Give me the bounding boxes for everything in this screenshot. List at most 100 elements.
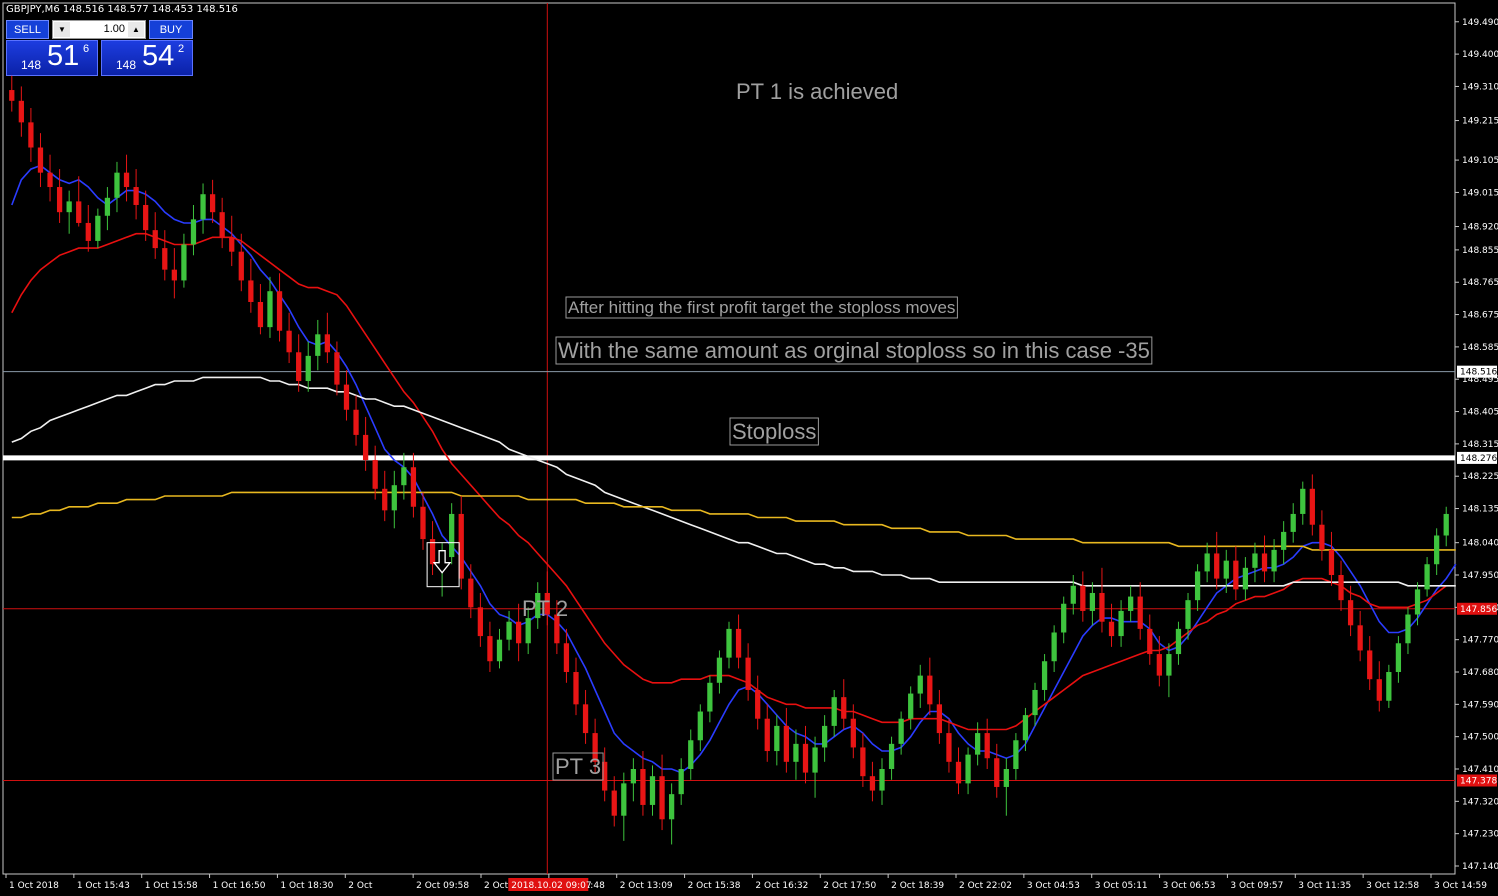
- candle-body: [774, 725, 780, 752]
- decrease-lot-icon[interactable]: ▼: [54, 22, 70, 37]
- y-tick-label: 147.140: [1462, 862, 1498, 872]
- candle-body: [1061, 603, 1067, 633]
- candle-body: [315, 334, 321, 356]
- candle-body: [1108, 621, 1115, 637]
- candle-body: [1099, 592, 1105, 622]
- sell-price-box[interactable]: 148 51 6: [6, 40, 98, 76]
- candle-body: [888, 743, 895, 770]
- candle-body: [200, 194, 206, 220]
- candle-body: [592, 733, 598, 762]
- y-tick-label: 148.855: [1462, 246, 1498, 256]
- candle-body: [1434, 535, 1440, 565]
- candle-body: [477, 607, 483, 637]
- candle-body: [582, 704, 589, 734]
- x-tick-label: 2 Oct 18:39: [891, 881, 944, 891]
- candle-body: [9, 90, 15, 101]
- sell-button[interactable]: SELL: [6, 20, 49, 39]
- x-tick-label: 2 Oct 09:58: [416, 881, 469, 891]
- candle-body: [764, 718, 770, 752]
- buy-button[interactable]: BUY: [149, 20, 193, 39]
- lot-size-value: 1.00: [103, 23, 125, 35]
- candle-body: [1166, 654, 1172, 676]
- x-tick-label: 3 Oct 06:53: [1163, 881, 1216, 891]
- candle-body: [783, 725, 790, 762]
- candle-body: [898, 718, 904, 744]
- price-tag-label-pt3: 147.378: [1460, 777, 1497, 787]
- candle-body: [37, 147, 44, 173]
- candle-body: [1347, 600, 1354, 626]
- candle-body: [28, 122, 34, 148]
- candle-body: [229, 237, 235, 252]
- y-tick-label: 148.405: [1462, 408, 1498, 418]
- y-tick-label: 149.490: [1462, 18, 1498, 28]
- candle-body: [1223, 560, 1229, 579]
- candle-body: [697, 711, 703, 741]
- candle-body: [640, 769, 646, 805]
- candle-body: [975, 733, 981, 755]
- lot-size-input[interactable]: ▼ 1.00 ▲: [52, 20, 146, 39]
- y-tick-label: 147.230: [1462, 830, 1498, 840]
- y-tick-label: 147.950: [1462, 571, 1498, 581]
- candle-body: [420, 506, 426, 540]
- x-tick-label: 3 Oct 04:53: [1027, 881, 1080, 891]
- candle-body: [841, 697, 847, 719]
- annotation-pt3: PT 3: [555, 754, 601, 779]
- candle-body: [1271, 549, 1277, 572]
- y-tick-label: 148.135: [1462, 505, 1498, 515]
- candle-body: [812, 747, 818, 773]
- candle-body: [1118, 610, 1124, 637]
- candle-body: [1424, 564, 1430, 590]
- buy-price-prefix: 148: [116, 58, 137, 72]
- candle-body: [927, 675, 933, 705]
- candle-body: [831, 697, 837, 726]
- candle-body: [429, 539, 436, 565]
- candle-body: [391, 485, 397, 511]
- candle-body: [1328, 549, 1335, 576]
- price-tag-label-stoploss: 148.276: [1460, 454, 1497, 464]
- y-tick-label: 148.495: [1462, 375, 1498, 385]
- candle-body: [688, 740, 694, 770]
- candle-body: [908, 693, 914, 719]
- candle-body: [793, 743, 799, 762]
- chart-frame: [2, 2, 1456, 875]
- candle-body: [563, 643, 570, 673]
- candle-body: [114, 172, 120, 198]
- x-tick-label: 2 Oct: [348, 881, 373, 891]
- candle-body: [1204, 553, 1210, 572]
- buy-price-box[interactable]: 148 54 2: [101, 40, 193, 76]
- candle-body: [305, 355, 311, 382]
- candle-body: [1386, 672, 1392, 701]
- candle-body: [1414, 589, 1421, 615]
- sell-arrow-icon: [432, 550, 452, 574]
- candle-body: [1290, 513, 1296, 532]
- candle-body: [143, 204, 149, 231]
- x-tick-label: 2 Oct 16:32: [755, 881, 808, 891]
- candle-body: [1443, 513, 1449, 536]
- candle-body: [554, 614, 560, 644]
- candle-body: [936, 704, 943, 734]
- candle-body: [133, 187, 139, 205]
- candle-body: [668, 794, 675, 820]
- candle-body: [76, 201, 82, 223]
- candle-body: [267, 291, 273, 328]
- candle-body: [1185, 600, 1191, 629]
- y-tick-label: 148.040: [1462, 539, 1498, 549]
- candle-body: [1003, 769, 1009, 787]
- candle-body: [1319, 524, 1325, 550]
- candle-body: [238, 251, 244, 281]
- candle-body: [1233, 560, 1239, 590]
- price-tag-label-pt2: 147.856: [1460, 605, 1497, 615]
- y-tick-label: 148.225: [1462, 472, 1498, 482]
- candle-body: [410, 467, 417, 507]
- y-tick-label: 147.320: [1462, 797, 1498, 807]
- candle-body: [104, 197, 111, 216]
- candle-body: [296, 352, 302, 382]
- increase-lot-icon[interactable]: ▲: [128, 22, 144, 37]
- candle-body: [821, 725, 828, 748]
- candle-body: [353, 409, 359, 435]
- y-tick-label: 148.765: [1462, 278, 1498, 288]
- one-click-trading-panel: SELL ▼ 1.00 ▲ BUY 148 51 6 148 54 2: [6, 20, 193, 76]
- candle-body: [965, 754, 971, 784]
- candle-body: [487, 636, 493, 662]
